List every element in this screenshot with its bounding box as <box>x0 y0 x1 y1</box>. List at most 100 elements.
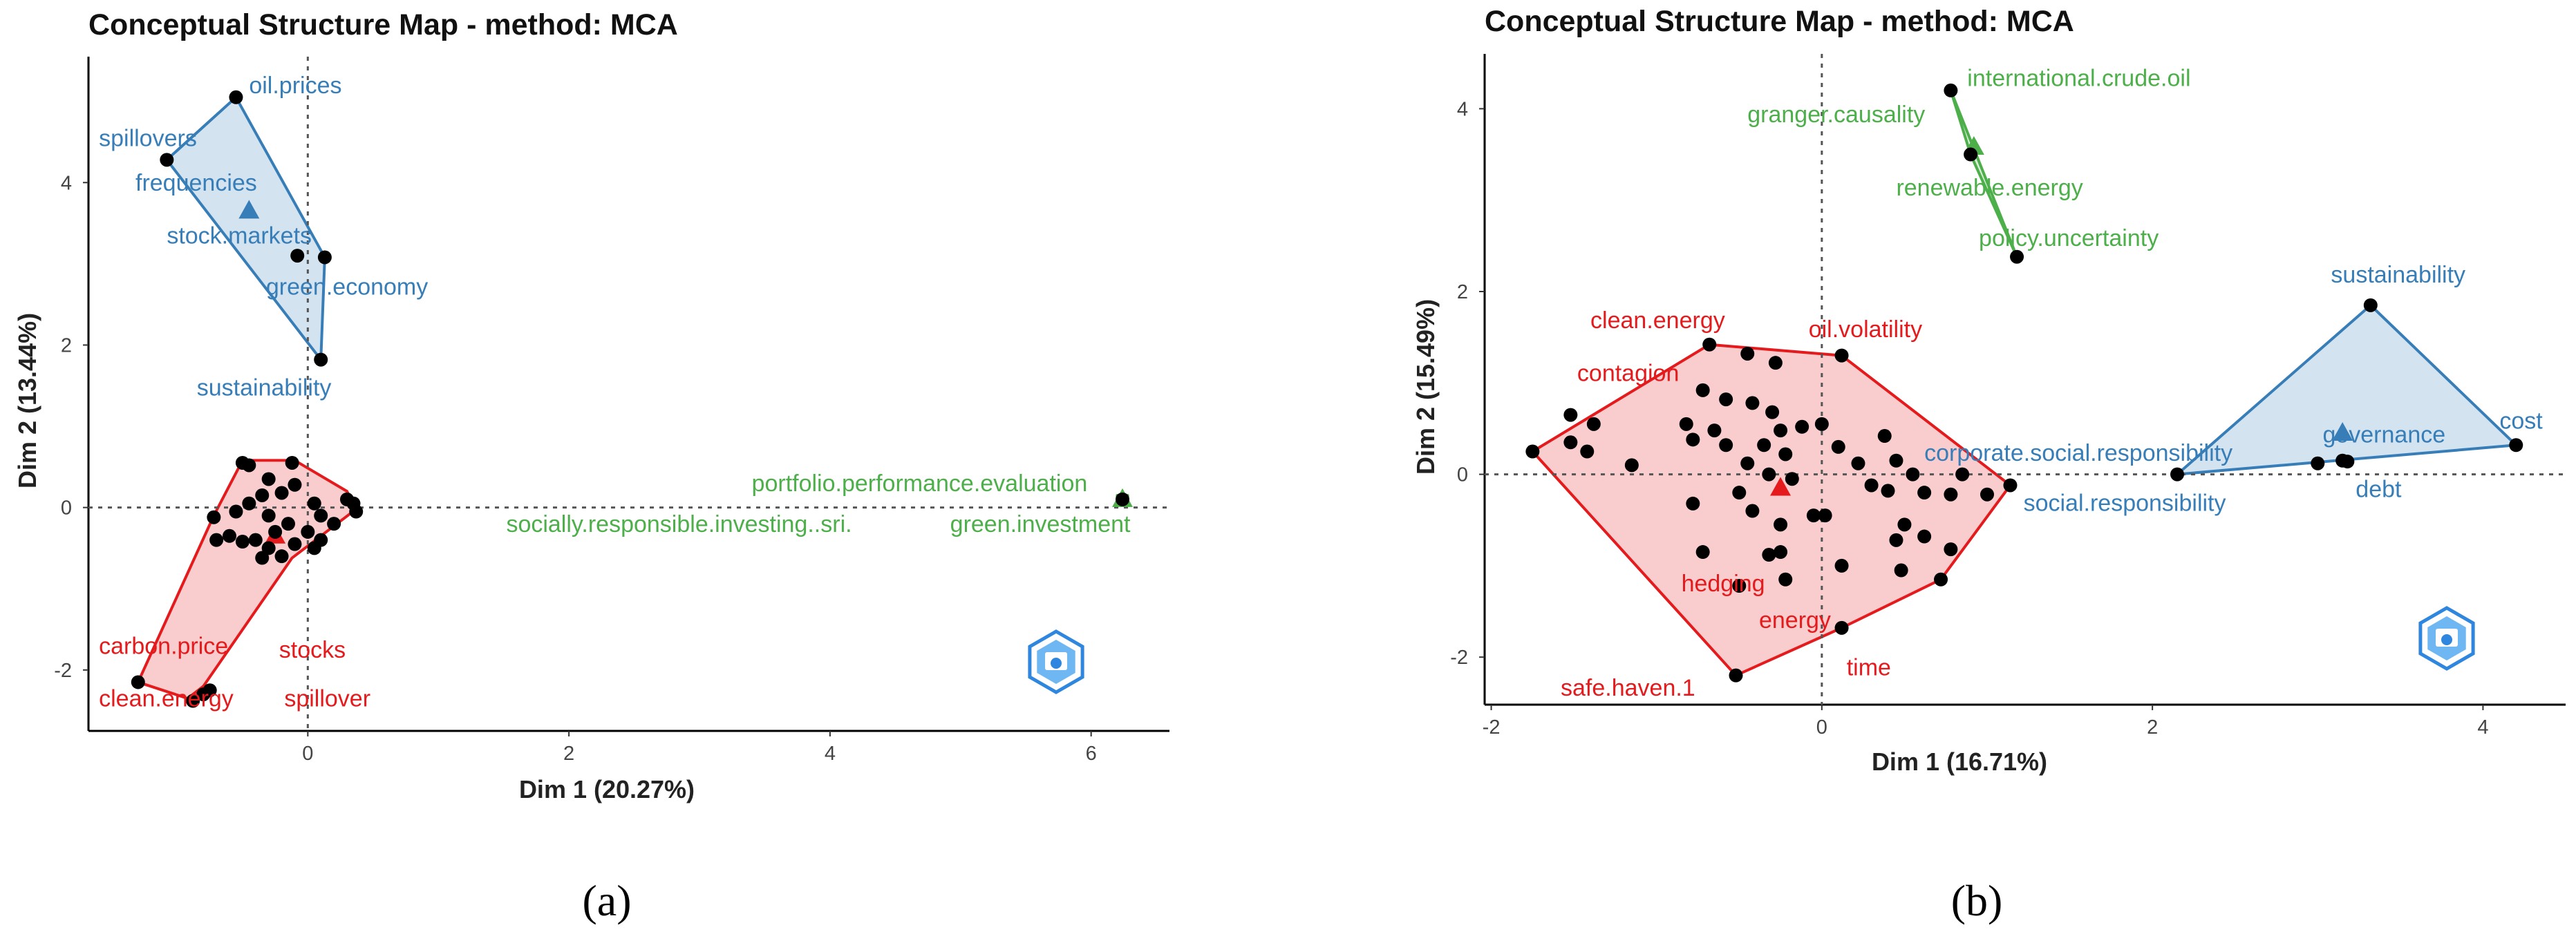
data-point <box>2170 467 2185 482</box>
data-point <box>1563 435 1578 450</box>
watermark-logo-icon <box>2418 606 2475 671</box>
data-point <box>255 488 270 502</box>
point-label: portfolio.performance.evaluation <box>752 470 1088 497</box>
data-point <box>1707 423 1722 438</box>
data-point <box>290 249 305 263</box>
data-point <box>1917 486 1932 500</box>
point-label: carbon.price <box>99 633 228 659</box>
data-point <box>1774 545 1788 560</box>
data-point <box>1563 408 1578 422</box>
data-point <box>209 533 224 547</box>
point-label: cost <box>2499 408 2543 434</box>
data-point <box>1580 444 1595 459</box>
point-label: international.crude.oil <box>1967 65 2190 91</box>
data-point <box>1774 517 1788 532</box>
x-tick-label: 0 <box>1816 716 1827 739</box>
panel-a: Conceptual Structure Map - method: MCA 0… <box>13 8 1169 925</box>
point-label: governance <box>2322 421 2445 448</box>
y-tick-label: 4 <box>61 172 72 194</box>
x-tick-label: 6 <box>1086 743 1097 765</box>
data-point <box>1889 533 1903 547</box>
data-point <box>1745 396 1760 410</box>
y-tick-label: 2 <box>1457 281 1468 303</box>
data-point <box>1679 417 1693 431</box>
x-tick-label: 0 <box>302 743 313 765</box>
data-point <box>261 508 276 523</box>
data-point <box>1774 423 1788 438</box>
data-point <box>1719 392 1733 407</box>
data-point <box>1834 558 1849 573</box>
data-point <box>288 477 302 492</box>
y-axis-label-a: Dim 2 (13.44%) <box>13 313 41 488</box>
data-point <box>203 683 217 698</box>
data-point <box>1877 429 1892 444</box>
caption-b: (b) <box>1951 876 2003 925</box>
data-point <box>1729 668 1743 683</box>
point-label: energy <box>1759 607 1831 634</box>
data-point <box>261 541 276 555</box>
data-point <box>1745 504 1760 518</box>
panel-b: Conceptual Structure Map - method: MCA -… <box>1411 5 2566 925</box>
data-point <box>207 510 221 524</box>
data-point <box>1906 467 1920 482</box>
point-label: renewable.energy <box>1896 175 2083 201</box>
point-label: clean.energy <box>1590 307 1725 334</box>
caption-a: (a) <box>582 876 631 925</box>
chart-title-a: Conceptual Structure Map - method: MCA <box>88 8 678 41</box>
data-point <box>1525 444 1540 459</box>
cluster-centroid-blue <box>238 200 260 219</box>
data-point <box>229 90 243 104</box>
data-point <box>1889 453 1903 468</box>
data-point <box>2509 438 2523 453</box>
data-point <box>1814 417 1829 431</box>
data-point <box>1795 419 1809 434</box>
data-point <box>327 517 341 531</box>
data-point <box>2010 249 2024 264</box>
x-axis-label-b: Dim 1 (16.71%) <box>1872 747 2047 776</box>
data-point <box>274 549 289 564</box>
data-point <box>1944 83 1958 97</box>
data-point <box>1964 147 1978 162</box>
point-label: socially.responsible.investing..sri. <box>506 511 852 537</box>
data-point <box>248 533 263 547</box>
data-point <box>255 551 270 565</box>
point-label: granger.causality <box>1747 102 1925 128</box>
data-point <box>1897 517 1912 532</box>
data-point <box>1778 572 1793 587</box>
point-label: spillovers <box>99 125 197 151</box>
data-point <box>1116 492 1129 506</box>
data-point <box>1702 337 1717 352</box>
data-point <box>1806 508 1821 523</box>
data-point <box>1732 486 1747 500</box>
cluster-hull-red <box>1531 343 2012 677</box>
data-point <box>1762 548 1776 562</box>
data-point <box>1778 447 1793 461</box>
data-point <box>1894 563 1908 578</box>
data-point <box>301 524 315 539</box>
data-point <box>186 694 200 708</box>
cluster-hull-red <box>136 459 358 700</box>
data-point <box>1686 496 1700 511</box>
y-tick-label: 2 <box>61 334 72 356</box>
x-tick-label: 2 <box>563 743 574 765</box>
data-point <box>281 517 295 531</box>
y-axis-label-b: Dim 2 (15.49%) <box>1411 299 1440 475</box>
data-point <box>229 504 243 519</box>
data-point <box>1719 438 1733 453</box>
point-label: stocks <box>279 637 346 663</box>
data-point <box>314 508 328 523</box>
x-tick-label: 2 <box>2147 716 2158 739</box>
data-point <box>1834 620 1849 635</box>
point-label: debt <box>2356 477 2402 503</box>
chart-title-b: Conceptual Structure Map - method: MCA <box>1485 5 2074 38</box>
data-point <box>2003 478 2018 493</box>
data-point <box>1864 478 1879 493</box>
data-point <box>274 486 289 500</box>
data-point <box>1624 458 1639 473</box>
cluster-centroid-red <box>1770 477 1792 496</box>
cluster-centroid-blue <box>2332 422 2353 441</box>
y-tick-label: 4 <box>1457 98 1468 120</box>
point-label: time <box>1847 655 1891 681</box>
data-point <box>1762 467 1776 482</box>
